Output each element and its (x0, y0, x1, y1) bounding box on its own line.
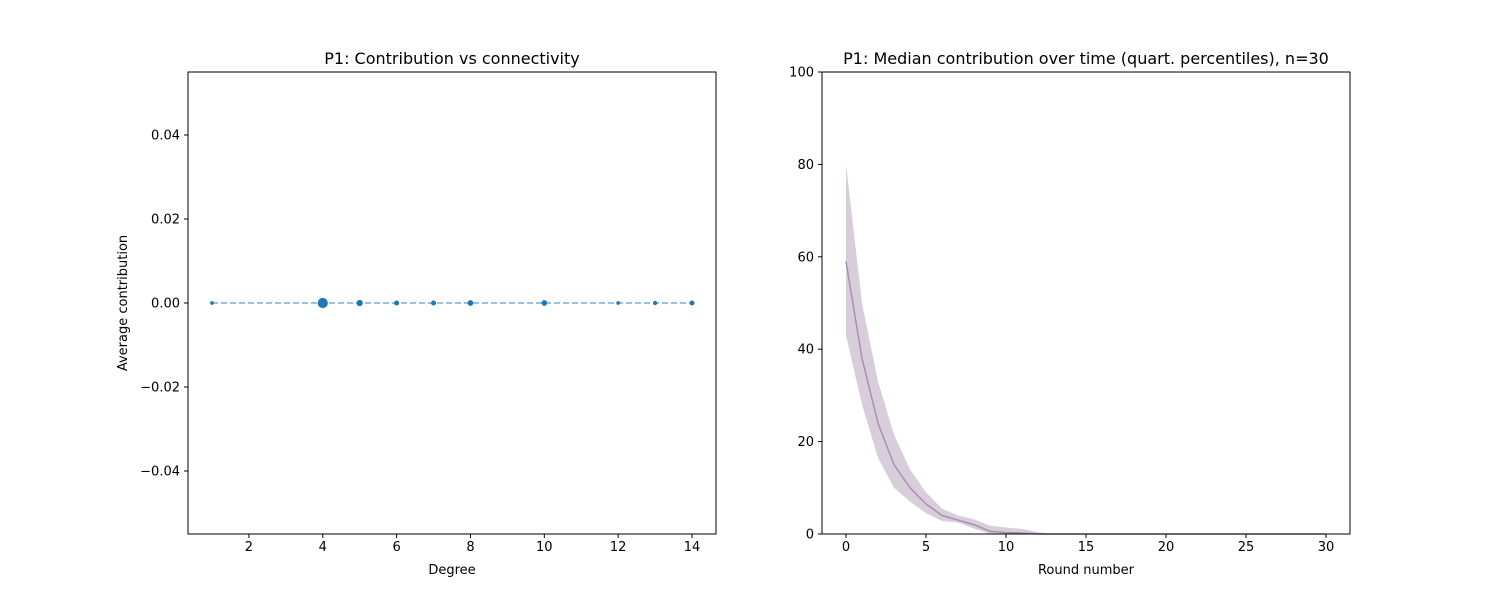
left-marks (210, 297, 695, 309)
data-point (616, 301, 621, 305)
right-plot-frame (821, 71, 1351, 535)
left-x-axis-label: Degree (428, 563, 475, 578)
data-point (210, 301, 214, 305)
data-point (317, 297, 328, 309)
data-point (689, 300, 695, 306)
y-tick-label: 80 (797, 158, 814, 173)
x-tick-label: 15 (1078, 540, 1095, 555)
y-tick-label: −0.02 (140, 381, 180, 396)
right-chart-title: P1: Median contribution over time (quart… (843, 49, 1329, 68)
y-tick-label: −0.04 (140, 465, 180, 480)
left-chart-title: P1: Contribution vs connectivity (324, 49, 580, 68)
y-tick-label: 20 (797, 435, 814, 450)
data-point (467, 300, 474, 306)
x-tick-label: 0 (842, 540, 850, 555)
y-tick-label: 0 (806, 528, 814, 543)
x-tick-label: 25 (1238, 540, 1255, 555)
x-tick-label: 4 (319, 540, 327, 555)
left-plot-frame (187, 71, 717, 535)
x-tick-label: 8 (466, 540, 474, 555)
data-point (394, 300, 400, 306)
data-point (431, 300, 437, 306)
right-ticks: 0 5 10 15 20 25 30 0 20 40 60 80 100 (789, 66, 1334, 556)
right-x-axis-label: Round number (1038, 563, 1135, 578)
y-tick-label: 60 (797, 250, 814, 265)
y-tick-label: 40 (797, 343, 814, 358)
x-tick-label: 30 (1318, 540, 1335, 555)
y-tick-label: 0.04 (151, 129, 180, 144)
x-tick-label: 12 (610, 540, 627, 555)
x-tick-label: 20 (1158, 540, 1175, 555)
right-chart: P1: Median contribution over time (quart… (789, 49, 1351, 578)
x-tick-label: 14 (684, 540, 701, 555)
left-ticks: 2 4 6 8 10 12 14 −0.04 −0.02 0.00 0.02 0.04 (140, 129, 700, 556)
x-tick-label: 5 (922, 540, 930, 555)
y-tick-label: 0.00 (151, 297, 180, 312)
left-y-axis-label: Average contribution (116, 235, 131, 371)
data-point (356, 299, 363, 307)
y-tick-label: 0.02 (151, 213, 180, 228)
data-point (541, 300, 548, 306)
left-chart: P1: Contribution vs connectivity Degree … (116, 49, 717, 578)
x-tick-label: 6 (392, 540, 400, 555)
data-point (652, 300, 658, 306)
x-tick-label: 10 (536, 540, 553, 555)
y-tick-label: 100 (789, 66, 814, 81)
x-tick-label: 10 (998, 540, 1015, 555)
x-tick-label: 2 (245, 540, 253, 555)
